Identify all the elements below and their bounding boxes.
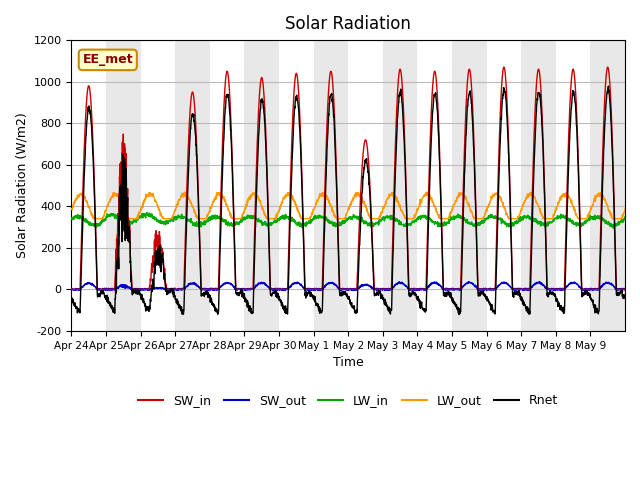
SW_out <box>381 286 389 292</box>
Line: SW_in: SW_in <box>72 67 625 289</box>
SW_in <box>604 64 612 70</box>
LW_in <box>92 226 100 231</box>
SW_out <box>621 287 629 293</box>
LW_in <box>382 214 390 219</box>
SW_out <box>536 279 543 285</box>
Bar <box>417 40 452 331</box>
SW_out <box>515 287 523 293</box>
SW_out <box>123 284 131 290</box>
SW_out <box>374 288 381 293</box>
LW_out <box>621 206 629 212</box>
Rnet <box>614 291 621 297</box>
LW_out <box>181 189 189 195</box>
Bar <box>72 40 106 331</box>
SW_in <box>614 287 621 292</box>
Line: LW_out: LW_out <box>72 192 625 219</box>
LW_in <box>547 220 554 226</box>
LW_in <box>614 220 621 226</box>
Bar <box>279 40 314 331</box>
Rnet <box>123 235 131 241</box>
Bar <box>210 40 244 331</box>
Bar <box>486 40 521 331</box>
LW_in <box>68 216 76 222</box>
LW_out <box>382 201 390 207</box>
SW_in <box>243 287 250 292</box>
Rnet <box>547 290 554 296</box>
LW_in <box>621 216 629 222</box>
Bar <box>141 40 175 331</box>
Rnet <box>621 296 629 301</box>
SW_in <box>123 224 131 229</box>
LW_out <box>547 216 554 222</box>
Y-axis label: Solar Radiation (W/m2): Solar Radiation (W/m2) <box>15 113 28 258</box>
Rnet <box>605 83 612 89</box>
LW_in <box>243 213 250 219</box>
SW_in <box>546 287 554 292</box>
LW_out <box>68 206 76 212</box>
LW_out <box>243 202 250 208</box>
LW_in <box>515 218 523 224</box>
Legend: SW_in, SW_out, LW_in, LW_out, Rnet: SW_in, SW_out, LW_in, LW_out, Rnet <box>133 389 563 412</box>
SW_in <box>515 287 523 292</box>
Line: Rnet: Rnet <box>72 86 625 314</box>
LW_in <box>123 219 131 225</box>
SW_out <box>68 287 76 292</box>
SW_in <box>68 287 76 292</box>
Rnet <box>68 297 76 302</box>
X-axis label: Time: Time <box>333 356 364 369</box>
SW_in <box>621 287 629 292</box>
LW_in <box>143 210 151 216</box>
Rnet <box>381 300 389 306</box>
Line: LW_in: LW_in <box>72 213 625 228</box>
LW_out <box>90 216 97 222</box>
LW_out <box>123 213 131 218</box>
SW_out <box>547 286 554 292</box>
Title: Solar Radiation: Solar Radiation <box>285 15 411 33</box>
Rnet <box>515 288 523 294</box>
SW_out <box>614 286 621 292</box>
Rnet <box>243 299 250 305</box>
SW_out <box>243 286 250 292</box>
LW_out <box>515 212 523 218</box>
LW_out <box>614 216 621 222</box>
Line: SW_out: SW_out <box>72 282 625 290</box>
Bar <box>556 40 591 331</box>
SW_in <box>381 287 389 292</box>
Text: EE_met: EE_met <box>83 53 133 66</box>
Bar <box>348 40 383 331</box>
Rnet <box>455 312 463 317</box>
